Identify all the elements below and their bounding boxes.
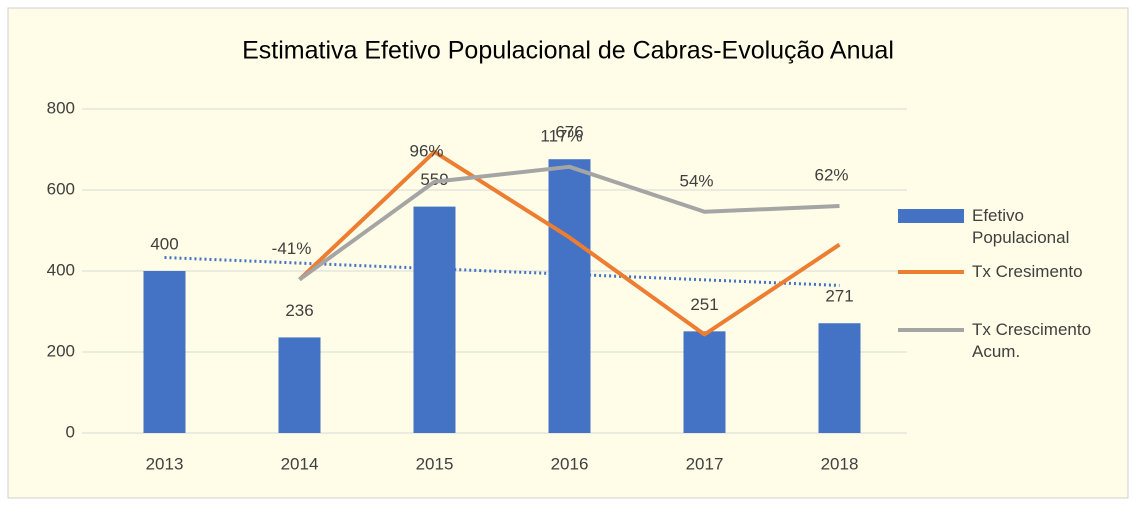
legend-swatch [898, 328, 964, 332]
data-label: 96% [409, 141, 443, 160]
x-tick-label: 2015 [416, 454, 454, 473]
bar [683, 331, 726, 433]
data-label: 117% [540, 126, 582, 145]
data-label: -41% [272, 239, 312, 258]
line [298, 164, 840, 282]
bar [548, 159, 591, 433]
bar [818, 323, 861, 433]
legend: Efetivo Populacional Tx Cresimento Tx Cres… [898, 205, 1134, 375]
data-label: 62% [814, 166, 848, 185]
legend-label: Tx Cresimento [972, 262, 1083, 281]
data-label: 400 [150, 234, 178, 253]
bar [278, 337, 321, 433]
data-label: 271 [825, 287, 853, 306]
y-tick-label: 200 [47, 341, 75, 360]
y-tick-label: 400 [47, 260, 75, 279]
x-tick-label: 2014 [281, 454, 319, 473]
legend-item: Tx Cresimento [898, 261, 1134, 283]
x-tick-label: 2016 [551, 454, 589, 473]
x-tick-label: 2018 [821, 454, 859, 473]
legend-swatch [898, 209, 964, 223]
data-label: 251 [690, 295, 718, 314]
legend-item: Tx Crescimento Acum. [898, 319, 1134, 363]
line [298, 149, 841, 337]
x-tick-label: 2013 [146, 454, 184, 473]
legend-swatch [898, 270, 964, 274]
legend-label: Efetivo Populacional [972, 206, 1070, 247]
bar [143, 271, 186, 433]
data-label: 236 [285, 301, 313, 320]
legend-item: Efetivo Populacional [898, 205, 1134, 249]
data-label: 676 [555, 123, 583, 142]
chart-title: Estimativa Efetivo Populacional de Cabra… [242, 37, 894, 65]
x-tick-label: 2017 [686, 454, 724, 473]
legend-label: Tx Crescimento Acum. [972, 320, 1092, 361]
y-tick-label: 800 [47, 98, 75, 117]
data-label: 54% [679, 171, 713, 190]
data-label: 559 [420, 170, 448, 189]
y-tick-label: 0 [66, 422, 75, 441]
y-tick-label: 600 [47, 179, 75, 198]
bar [413, 206, 456, 433]
